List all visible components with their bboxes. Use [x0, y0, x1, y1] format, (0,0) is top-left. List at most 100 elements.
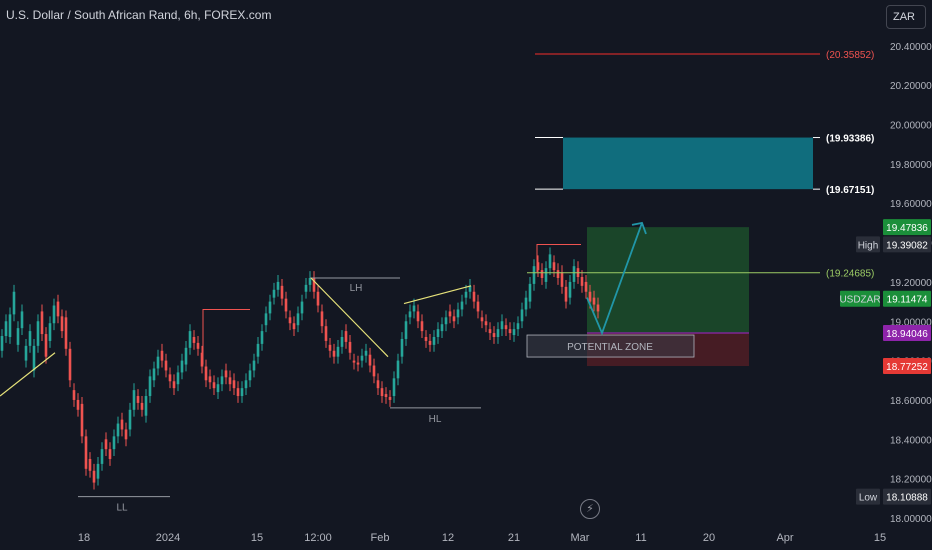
candle-body [108, 449, 112, 459]
candle-body [36, 321, 40, 346]
trend-line [403, 285, 472, 305]
candle-body [444, 317, 448, 325]
price-tick-label: 19.80000 [890, 160, 932, 171]
currency-button[interactable]: ZAR [886, 5, 926, 29]
candle-body [460, 301, 464, 310]
candle-body [364, 350, 368, 356]
candle-body [196, 342, 200, 349]
candle-body [568, 281, 572, 298]
candle-body [428, 340, 432, 345]
candle-body [396, 360, 400, 379]
trend-line [0, 352, 56, 397]
candle-body [508, 329, 512, 334]
time-tick-label: 15 [874, 532, 886, 544]
candle-body [560, 272, 564, 287]
potential-zone [526, 334, 695, 358]
price-label-value: 18.94046 [886, 329, 928, 340]
price-label-bg [883, 358, 931, 375]
candle-body [588, 291, 592, 302]
candle-body [352, 360, 356, 363]
candle-body [336, 346, 340, 357]
price-axis: 20.40000 20.20000 20.00000 19.80000 19.60000… [890, 42, 932, 525]
price-tick-label: 19.20000 [890, 278, 932, 289]
candle-body [420, 321, 424, 332]
candle-body [284, 298, 288, 312]
candle-body [296, 313, 300, 326]
candle-body [424, 337, 428, 341]
level-label: (19.93386) [826, 134, 874, 145]
candle-body [368, 354, 372, 366]
candle-body [96, 463, 100, 479]
time-tick-label: 12 [442, 532, 454, 544]
candle-body [268, 301, 272, 314]
candle-body [16, 328, 20, 345]
candle-body [360, 355, 364, 361]
candle-body [64, 317, 68, 349]
candle-body [172, 381, 176, 389]
candle-body [12, 291, 16, 315]
candle-body [136, 396, 140, 403]
forecast-arrowhead [631, 221, 647, 235]
candle-body [168, 374, 172, 382]
candle-body [124, 429, 128, 440]
candle-body [436, 329, 440, 338]
candle-body [412, 305, 416, 312]
candle-body [240, 388, 244, 397]
price-tag-bg [856, 236, 880, 253]
candle-body [328, 344, 332, 351]
candle-body [84, 436, 88, 469]
candle-body [516, 323, 520, 330]
candle-body [88, 458, 92, 471]
candle-body [44, 334, 48, 357]
lightning-icon[interactable]: ⚡ [580, 499, 600, 519]
price-tick-label: 20.00000 [890, 121, 932, 132]
candle-body [580, 277, 584, 286]
old-high-line [202, 308, 250, 365]
time-tick-label: 20 [703, 532, 715, 544]
candle-body [504, 325, 508, 330]
candle-body [212, 382, 216, 389]
candle-body [308, 277, 312, 285]
candle-body [472, 291, 476, 302]
candle-body [596, 304, 600, 312]
candle-body [400, 338, 404, 357]
time-tick-label: Mar [571, 532, 590, 544]
candle-body [104, 439, 108, 450]
candle-body [484, 321, 488, 326]
price-label-bg [883, 324, 931, 341]
price-tag-bg [840, 290, 880, 307]
symbol-title: U.S. Dollar / South African Rand, 6h, FO… [6, 8, 272, 22]
candle-body [0, 336, 4, 351]
candle-body [116, 423, 120, 437]
candle-body [176, 372, 180, 385]
candle-body [236, 388, 240, 397]
level-label: (19.67151) [826, 185, 874, 196]
candle-body [372, 365, 376, 377]
candle-body [188, 331, 192, 348]
candle-body [228, 377, 232, 385]
price-tick-label: 18.40000 [890, 435, 932, 446]
price-tick-label: 18.20000 [890, 475, 932, 486]
price-tag-text: USDZAR [839, 295, 880, 306]
candle-body [52, 305, 56, 324]
time-tick-label: 18 [78, 532, 90, 544]
price-tick-label: 18.60000 [890, 396, 932, 407]
candle-body [532, 266, 536, 284]
time-tick-label: 11 [635, 532, 646, 544]
time-tick-label: 15 [251, 532, 263, 544]
candle-body [248, 370, 252, 381]
hl-label: HL [429, 414, 442, 425]
price-label-value: 19.47836 [886, 223, 928, 234]
candle-body [60, 316, 64, 332]
candle-body [356, 362, 360, 365]
price-label-value: 19.39082 [886, 240, 928, 251]
candle-body [452, 316, 456, 322]
candle-body [180, 360, 184, 373]
plot-area: POTENTIAL ZONE [0, 137, 813, 490]
candle-body [220, 376, 224, 385]
time-axis: 18 2024 15 12:00 Feb 12 21 Mar 11 20 Apr 15 [78, 532, 886, 544]
candle-body [56, 301, 60, 317]
candle-body [376, 380, 380, 389]
level-label: (19.24685) [826, 269, 874, 280]
